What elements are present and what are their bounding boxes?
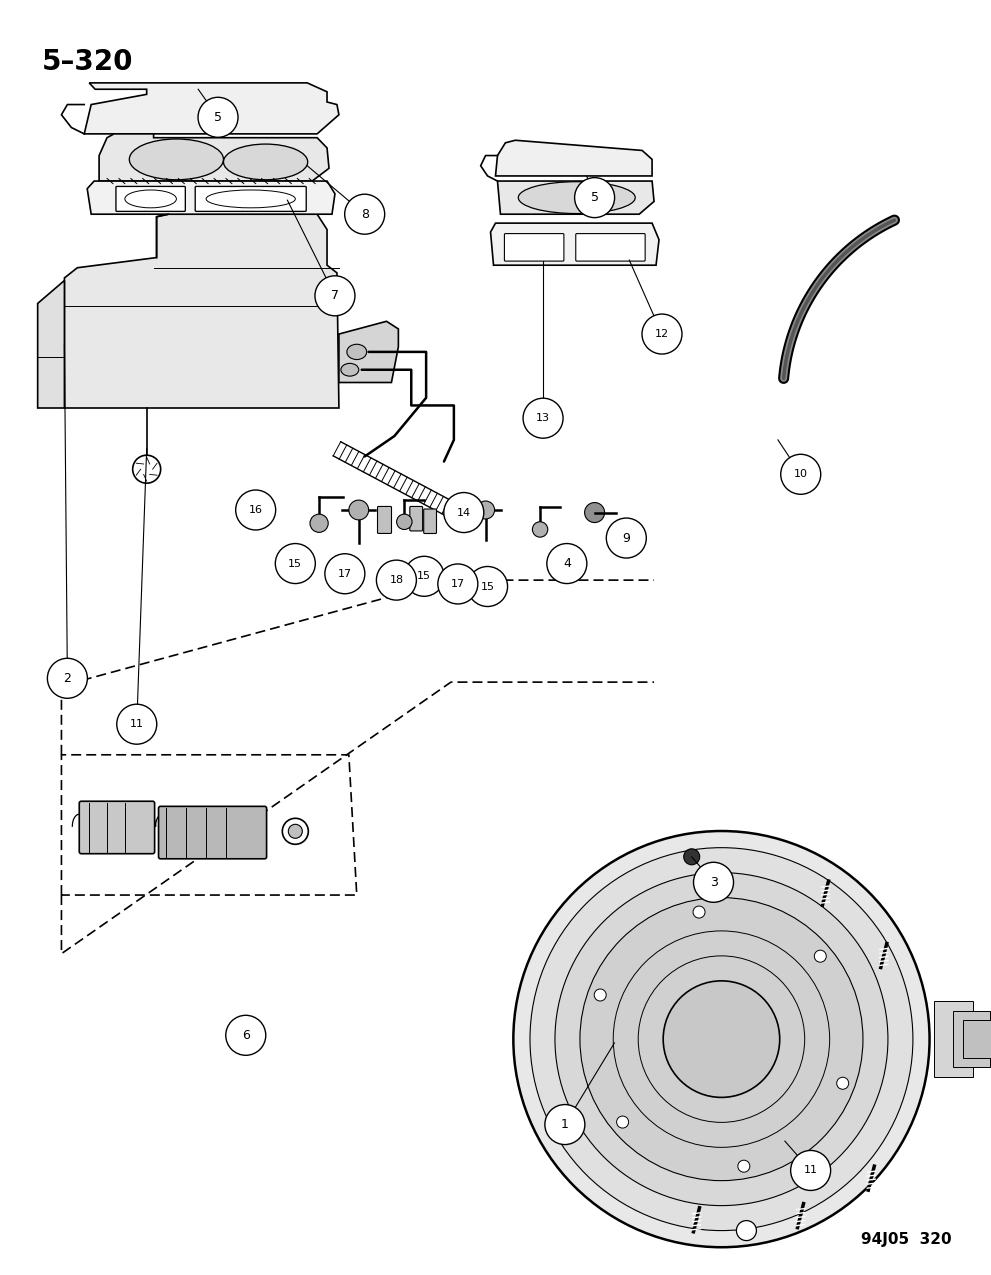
Polygon shape [87, 181, 335, 214]
Circle shape [345, 194, 385, 235]
Circle shape [555, 872, 888, 1206]
Circle shape [310, 514, 328, 533]
Ellipse shape [341, 363, 359, 376]
Circle shape [736, 1220, 756, 1241]
Ellipse shape [224, 144, 308, 180]
Circle shape [468, 566, 507, 607]
Text: 5–320: 5–320 [42, 48, 133, 76]
Circle shape [791, 1150, 830, 1191]
Circle shape [585, 502, 605, 523]
Text: 17: 17 [338, 569, 352, 579]
Circle shape [438, 564, 478, 604]
Circle shape [684, 849, 700, 864]
Circle shape [693, 907, 705, 918]
Polygon shape [491, 223, 659, 265]
Circle shape [236, 490, 275, 530]
Ellipse shape [129, 139, 223, 180]
Text: 16: 16 [249, 505, 263, 515]
Circle shape [288, 825, 302, 838]
Text: 9: 9 [622, 532, 630, 544]
Circle shape [396, 514, 412, 529]
Text: 3: 3 [710, 876, 717, 889]
FancyBboxPatch shape [159, 806, 267, 859]
Circle shape [226, 1015, 266, 1056]
Polygon shape [496, 140, 652, 176]
Circle shape [532, 521, 548, 537]
FancyBboxPatch shape [79, 801, 155, 854]
Circle shape [815, 950, 826, 963]
Circle shape [477, 501, 495, 519]
Circle shape [642, 314, 682, 354]
Circle shape [530, 848, 913, 1230]
Circle shape [545, 1104, 585, 1145]
Circle shape [282, 819, 308, 844]
FancyBboxPatch shape [952, 1011, 990, 1067]
Circle shape [606, 518, 646, 558]
Circle shape [738, 1160, 750, 1172]
Circle shape [523, 398, 563, 439]
Text: 6: 6 [242, 1029, 250, 1042]
Circle shape [663, 980, 780, 1098]
Polygon shape [99, 134, 329, 181]
Text: 14: 14 [457, 507, 471, 518]
FancyBboxPatch shape [934, 1001, 973, 1077]
Text: 12: 12 [655, 329, 669, 339]
Circle shape [377, 560, 416, 601]
FancyBboxPatch shape [116, 186, 185, 212]
Circle shape [349, 500, 369, 520]
Ellipse shape [206, 190, 295, 208]
Ellipse shape [347, 344, 367, 360]
Text: 18: 18 [389, 575, 403, 585]
Text: 15: 15 [481, 581, 495, 592]
Text: 11: 11 [130, 719, 144, 729]
Polygon shape [497, 181, 654, 214]
FancyBboxPatch shape [424, 509, 436, 533]
Ellipse shape [125, 190, 176, 208]
Polygon shape [84, 83, 339, 134]
FancyBboxPatch shape [410, 506, 422, 530]
Circle shape [198, 97, 238, 138]
Text: 5: 5 [214, 111, 222, 124]
Text: 5: 5 [591, 191, 599, 204]
Text: 7: 7 [331, 289, 339, 302]
Text: 11: 11 [804, 1165, 818, 1176]
Circle shape [781, 454, 821, 495]
Circle shape [404, 556, 444, 597]
Ellipse shape [518, 182, 635, 213]
Text: 8: 8 [361, 208, 369, 221]
Polygon shape [64, 214, 339, 408]
FancyBboxPatch shape [195, 186, 306, 212]
Text: 94J05  320: 94J05 320 [861, 1232, 951, 1247]
Text: 1: 1 [561, 1118, 569, 1131]
FancyBboxPatch shape [963, 1020, 991, 1058]
Text: 15: 15 [288, 558, 302, 569]
Polygon shape [38, 280, 64, 408]
Text: 13: 13 [536, 413, 550, 423]
Circle shape [48, 658, 87, 699]
Circle shape [580, 898, 863, 1181]
Circle shape [513, 831, 930, 1247]
Text: 10: 10 [794, 469, 808, 479]
Circle shape [315, 275, 355, 316]
Text: 15: 15 [417, 571, 431, 581]
Text: 2: 2 [63, 672, 71, 685]
Circle shape [616, 1116, 628, 1128]
Circle shape [836, 1077, 848, 1089]
Text: 17: 17 [451, 579, 465, 589]
Circle shape [547, 543, 587, 584]
Circle shape [325, 553, 365, 594]
Text: 4: 4 [563, 557, 571, 570]
Circle shape [595, 989, 606, 1001]
FancyBboxPatch shape [504, 233, 564, 261]
Polygon shape [339, 321, 398, 382]
Circle shape [133, 455, 161, 483]
Circle shape [575, 177, 614, 218]
Circle shape [694, 862, 733, 903]
Circle shape [444, 492, 484, 533]
Circle shape [117, 704, 157, 745]
FancyBboxPatch shape [378, 506, 391, 533]
Circle shape [275, 543, 315, 584]
Circle shape [451, 515, 465, 529]
FancyBboxPatch shape [576, 233, 645, 261]
